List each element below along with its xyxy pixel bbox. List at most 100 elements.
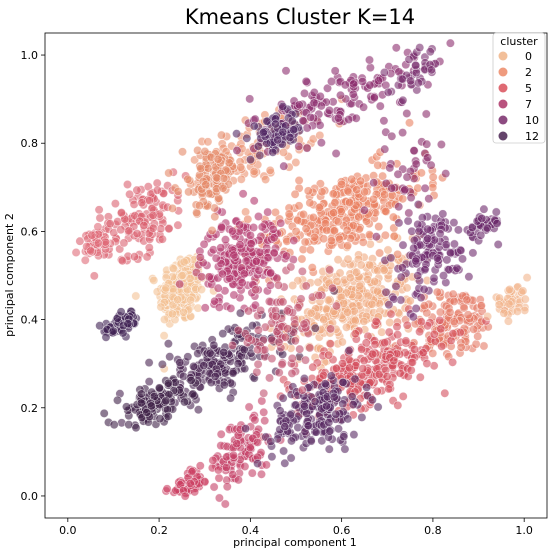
data-point-cluster-5: [152, 185, 162, 195]
data-point-cluster-7: [222, 482, 232, 492]
data-point-cluster-9: [365, 80, 375, 90]
data-point-cluster-6: [361, 338, 371, 348]
data-point-cluster-4: [449, 296, 459, 306]
data-point-cluster-13: [180, 397, 190, 407]
data-point-cluster-9: [351, 113, 361, 123]
data-point-cluster-12: [226, 393, 236, 403]
data-point-cluster-11: [348, 399, 358, 409]
data-point-cluster-3: [293, 215, 303, 225]
x-tick-label: 0.2: [150, 524, 168, 537]
data-point-cluster-3: [284, 209, 294, 219]
data-point-cluster-23: [409, 146, 419, 156]
data-point-cluster-9: [379, 116, 389, 126]
data-point-cluster-6: [325, 339, 335, 349]
data-point-cluster-3: [298, 209, 308, 219]
data-point-cluster-22: [201, 180, 211, 190]
data-point-cluster-3: [416, 168, 426, 178]
data-point-cluster-3: [368, 194, 378, 204]
chart-title: Kmeans Cluster K=14: [185, 5, 415, 29]
data-point-cluster-9: [279, 161, 289, 171]
data-point-cluster-2: [315, 130, 325, 140]
data-point-cluster-7: [214, 493, 224, 503]
data-point-cluster-1: [367, 299, 377, 309]
x-tick-label: 1.0: [515, 524, 533, 537]
data-point-cluster-10: [386, 253, 396, 263]
data-point-cluster-10: [413, 200, 423, 210]
data-point-cluster-10: [456, 246, 466, 256]
data-point-cluster-1: [335, 268, 345, 278]
data-point-cluster-16: [264, 373, 274, 383]
data-point-cluster-3: [336, 207, 346, 217]
data-point-cluster-11: [320, 379, 330, 389]
data-point-cluster-14: [93, 238, 103, 248]
data-point-cluster-16: [305, 343, 315, 353]
data-point-cluster-9: [375, 101, 385, 111]
data-point-cluster-8: [210, 296, 220, 306]
data-point-cluster-3: [388, 212, 398, 222]
data-point-cluster-15: [185, 478, 195, 488]
data-point-cluster-11: [286, 453, 296, 463]
data-point-cluster-8: [251, 256, 261, 266]
data-point-cluster-9: [324, 105, 334, 115]
data-point-cluster-7: [240, 461, 250, 471]
data-point-cluster-7: [221, 462, 231, 472]
data-point-cluster-6: [437, 341, 447, 351]
data-point-cluster-8: [249, 196, 259, 206]
data-point-cluster-5: [144, 243, 154, 253]
data-point-cluster-10: [435, 229, 445, 239]
data-point-cluster-11: [347, 392, 357, 402]
data-point-cluster-12: [193, 405, 203, 415]
data-point-cluster-0: [179, 307, 189, 317]
data-point-cluster-3: [330, 198, 340, 208]
data-point-cluster-3: [307, 263, 317, 273]
data-point-cluster-1: [402, 283, 412, 293]
data-point-cluster-16: [244, 306, 254, 316]
data-point-cluster-4: [449, 317, 459, 327]
data-point-cluster-19: [287, 116, 297, 126]
data-point-cluster-6: [422, 358, 432, 368]
data-point-cluster-9: [315, 91, 325, 101]
data-point-cluster-1: [350, 315, 360, 325]
data-point-cluster-1: [306, 308, 316, 318]
data-point-cluster-6: [415, 372, 425, 382]
data-point-cluster-6: [436, 324, 446, 334]
data-point-cluster-9: [330, 66, 340, 76]
data-point-cluster-23: [421, 109, 431, 119]
data-point-cluster-9: [294, 100, 304, 110]
data-point-cluster-12: [310, 323, 320, 333]
data-point-cluster-17: [520, 294, 530, 304]
data-point-cluster-7: [257, 396, 267, 406]
data-point-cluster-13: [155, 414, 165, 424]
data-point-cluster-16: [297, 266, 307, 276]
data-point-cluster-3: [347, 174, 357, 184]
legend-label: 10: [525, 114, 539, 127]
y-axis-ticks: 0.0 0.2 0.4 0.6 0.8 1.0: [21, 49, 45, 503]
data-point-cluster-21: [101, 332, 111, 342]
data-point-cluster-3: [356, 176, 366, 186]
data-point-cluster-6: [308, 362, 318, 372]
data-point-cluster-8: [268, 224, 278, 234]
data-point-cluster-16: [271, 311, 281, 321]
data-point-cluster-13: [161, 396, 171, 406]
data-point-cluster-11: [299, 373, 309, 383]
data-point-cluster-6: [389, 356, 399, 366]
data-point-cluster-23: [420, 183, 430, 193]
data-point-cluster-6: [393, 400, 403, 410]
data-point-cluster-10: [411, 303, 421, 313]
data-point-cluster-10: [403, 216, 413, 226]
data-point-cluster-7: [250, 415, 260, 425]
data-point-cluster-5: [125, 189, 135, 199]
data-point-cluster-10: [432, 253, 442, 263]
data-point-cluster-11: [325, 426, 335, 436]
data-point-cluster-9: [333, 113, 343, 123]
data-point-cluster-16: [300, 355, 310, 365]
data-point-cluster-5: [116, 225, 126, 235]
data-point-cluster-0: [173, 295, 183, 305]
data-point-cluster-11: [339, 432, 349, 442]
data-point-cluster-13: [99, 408, 109, 418]
data-point-cluster-22: [184, 187, 194, 197]
data-point-cluster-8: [221, 235, 231, 245]
data-point-cluster-8: [214, 302, 224, 312]
legend-label: 0: [525, 50, 532, 63]
data-point-cluster-1: [288, 280, 298, 290]
